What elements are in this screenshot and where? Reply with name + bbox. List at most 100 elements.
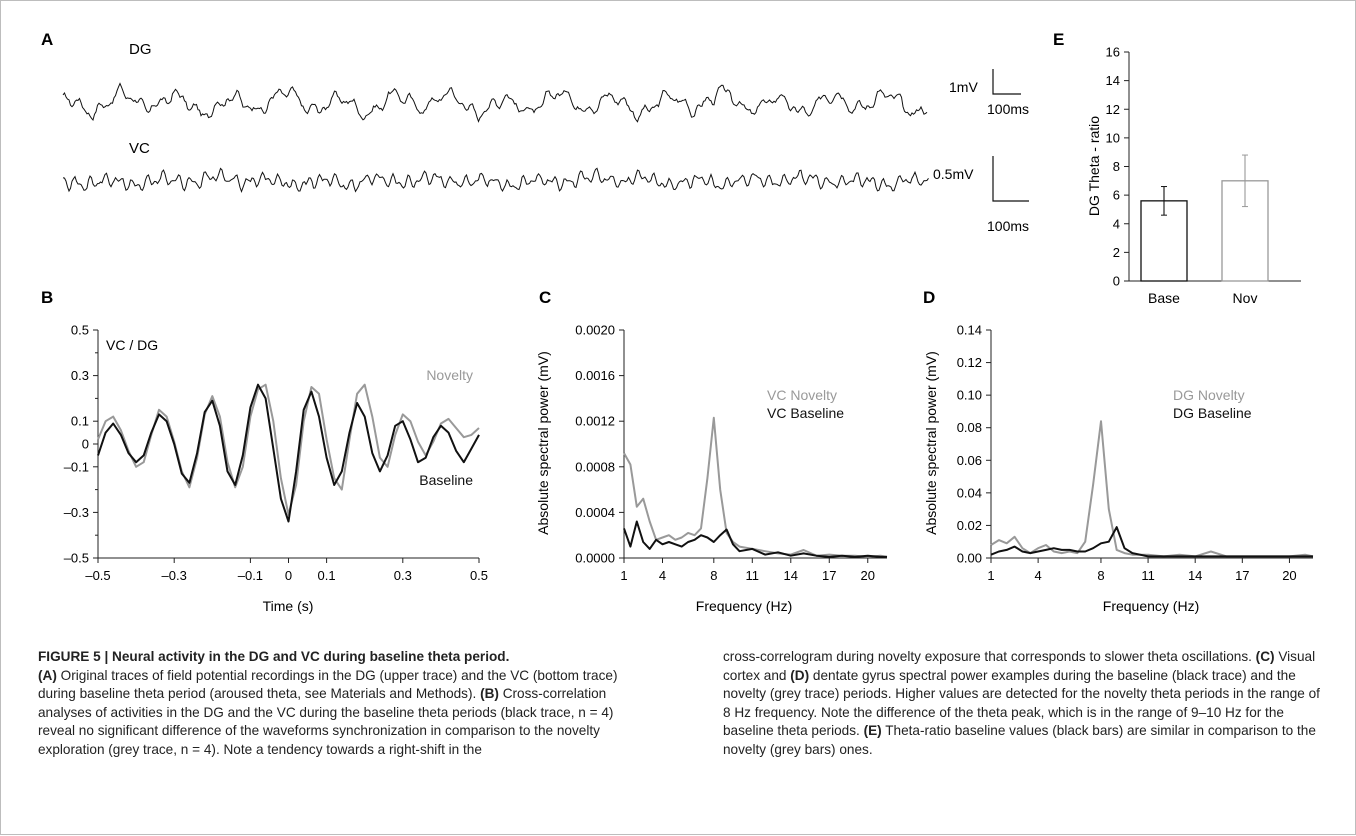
caption-right-column: cross-correlogram during novelty exposur… [723, 648, 1323, 759]
panel-d-series-baseline [990, 526, 1313, 558]
vc-trace [62, 167, 929, 193]
panel-b-y-tick-label: –0.1 [64, 459, 89, 474]
panel-b-x-tick-label: –0.3 [162, 568, 187, 583]
figure-canvas: A B C D E DG VC 1mV 100ms 0.5mV 100ms VC… [41, 30, 1314, 615]
panel-c-series-novelty [623, 416, 888, 558]
panel-e-y-tick-label: 14 [1106, 73, 1120, 88]
panel-d-series-novelty [990, 420, 1314, 558]
panel-b-y-tick-label: 0 [82, 437, 89, 452]
panel-d-y-tick-label: 0.12 [957, 355, 982, 370]
panel-b-series-baseline [97, 383, 480, 523]
caption-tag-a: (A) [38, 667, 57, 683]
panel-e-y-tick-label: 6 [1113, 188, 1120, 203]
panel-b-x-tick-label: 0.5 [470, 568, 488, 583]
panel-c-ylabel: Absolute spectral power (mV) [535, 351, 551, 535]
panel-c-x-tick-label: 1 [620, 568, 627, 583]
caption-text-b: Cross-correlation analyses of activities… [38, 686, 614, 757]
panel-e-y-tick-label: 12 [1106, 102, 1120, 117]
bar-label-nov: Nov [1233, 290, 1258, 306]
panel-b-xlabel: Time (s) [263, 598, 314, 614]
legend-baseline: Baseline [419, 472, 473, 488]
panel-d-y-tick-label: 0.14 [957, 323, 982, 338]
panel-label-c: C [539, 288, 551, 307]
panel-c-xlabel: Frequency (Hz) [696, 598, 792, 614]
panel-c-series-baseline [623, 520, 887, 558]
panel-b-y-tick-label: –0.3 [64, 505, 89, 520]
caption-text-a: Original traces of field potential recor… [38, 667, 618, 702]
panel-d-y-tick-label: 0.10 [957, 388, 982, 403]
legend-dg-baseline: DG Baseline [1173, 405, 1252, 421]
panel-d-x-tick-label: 4 [1035, 568, 1042, 583]
panel-c-x-tick-label: 17 [822, 568, 836, 583]
panel-b-y-tick-label: 0.3 [71, 368, 89, 383]
panel-d-x-tick-label: 8 [1097, 568, 1104, 583]
panel-b-cross-correlogram: VC / DG Time (s) Novelty Baseline –0.5 –0… [64, 323, 488, 615]
panel-b-y-tick-label: 0.1 [71, 414, 89, 429]
panel-d-x-tick-label: 20 [1282, 568, 1296, 583]
vc-scale-bar: 0.5mV 100ms [933, 156, 1029, 234]
panel-e-y-tick-label: 2 [1113, 245, 1120, 260]
panel-b-y-tick-label: 0.5 [71, 323, 89, 338]
panel-label-b: B [41, 288, 53, 307]
panel-b-series-novelty [97, 383, 480, 516]
caption-title: FIGURE 5 | Neural activity in the DG and… [38, 649, 510, 664]
panel-d-x-tick-label: 14 [1188, 568, 1202, 583]
panel-e-y-tick-label: 8 [1113, 159, 1120, 174]
panel-label-a: A [41, 30, 53, 49]
panel-d-dg-spectrum: Frequency (Hz) Absolute spectral power (… [923, 323, 1314, 614]
dg-scale-bar: 1mV 100ms [949, 69, 1029, 117]
caption-text-d: dentate gyrus spectral power examples du… [723, 667, 1320, 739]
panel-c-x-tick-label: 11 [746, 568, 760, 583]
panel-e-ylabel: DG Theta - ratio [1086, 116, 1102, 216]
legend-dg-novelty: DG Novelty [1173, 387, 1245, 403]
panel-b-x-tick-label: 0.1 [318, 568, 336, 583]
panel-c-x-tick-label: 14 [784, 568, 798, 583]
bar-label-base: Base [1148, 290, 1180, 306]
panel-b-x-tick-label: 0.3 [394, 568, 412, 583]
panel-d-y-tick-label: 0.04 [957, 485, 982, 500]
caption-text-b-cont: cross-correlogram during novelty exposur… [723, 649, 1256, 664]
dg-scale-voltage: 1mV [949, 79, 978, 95]
panel-e-theta-ratio: DG Theta - ratio 16 14 12 10 8 6 4 2 0 Base Nov [1086, 45, 1301, 306]
vc-trace-label: VC [129, 140, 150, 157]
panel-d-x-tick-label: 11 [1141, 568, 1155, 583]
panel-d-xlabel: Frequency (Hz) [1103, 598, 1199, 614]
dg-scale-time: 100ms [987, 101, 1029, 117]
figure-caption: FIGURE 5 | Neural activity in the DG and… [1, 646, 1356, 836]
panel-c-y-tick-label: 0.0004 [575, 505, 615, 520]
panel-b-y-tick-label: –0.5 [64, 551, 89, 566]
panel-label-d: D [923, 288, 935, 307]
panel-c-vc-spectrum: Frequency (Hz) Absolute spectral power (… [535, 323, 888, 614]
caption-tag-d: (D) [790, 667, 810, 683]
panel-c-x-tick-label: 20 [861, 568, 875, 583]
panel-b-x-tick-label: –0.1 [238, 568, 263, 583]
panel-e-y-tick-label: 16 [1106, 45, 1120, 60]
panel-c-x-tick-label: 4 [659, 568, 666, 583]
panel-e-y-tick-label: 0 [1113, 274, 1120, 289]
caption-tag-b: (B) [480, 686, 499, 701]
panel-c-y-tick-label: 0.0016 [575, 368, 615, 383]
panel-d-y-tick-label: 0.00 [957, 551, 982, 566]
panel-d-x-tick-label: 1 [987, 568, 994, 583]
vc-scale-voltage: 0.5mV [933, 166, 974, 182]
caption-left-column: FIGURE 5 | Neural activity in the DG and… [38, 648, 628, 759]
legend-vc-novelty: VC Novelty [767, 387, 837, 403]
panel-c-y-tick-label: 0.0008 [575, 459, 615, 474]
panel-b-x-tick-label: –0.5 [85, 568, 110, 583]
panel-e-y-tick-label: 4 [1113, 216, 1120, 231]
panel-d-y-tick-label: 0.08 [957, 420, 982, 435]
panel-b-x-tick-label: 0 [285, 568, 292, 583]
legend-vc-baseline: VC Baseline [767, 405, 844, 421]
panel-a: DG VC 1mV 100ms 0.5mV 100ms [62, 41, 1029, 234]
vc-scale-time: 100ms [987, 218, 1029, 234]
panel-c-y-tick-label: 0.0000 [575, 551, 615, 566]
panel-d-ylabel: Absolute spectral power (mV) [923, 351, 939, 535]
caption-tag-e: (E) [863, 723, 882, 738]
caption-text-c: Visual cortex and [723, 649, 1316, 683]
panel-c-y-tick-label: 0.0012 [575, 414, 615, 429]
dg-trace-label: DG [129, 41, 152, 58]
panel-c-x-tick-label: 8 [710, 568, 717, 583]
panel-d-y-tick-label: 0.02 [957, 518, 982, 533]
panel-d-x-tick-label: 17 [1235, 568, 1249, 583]
